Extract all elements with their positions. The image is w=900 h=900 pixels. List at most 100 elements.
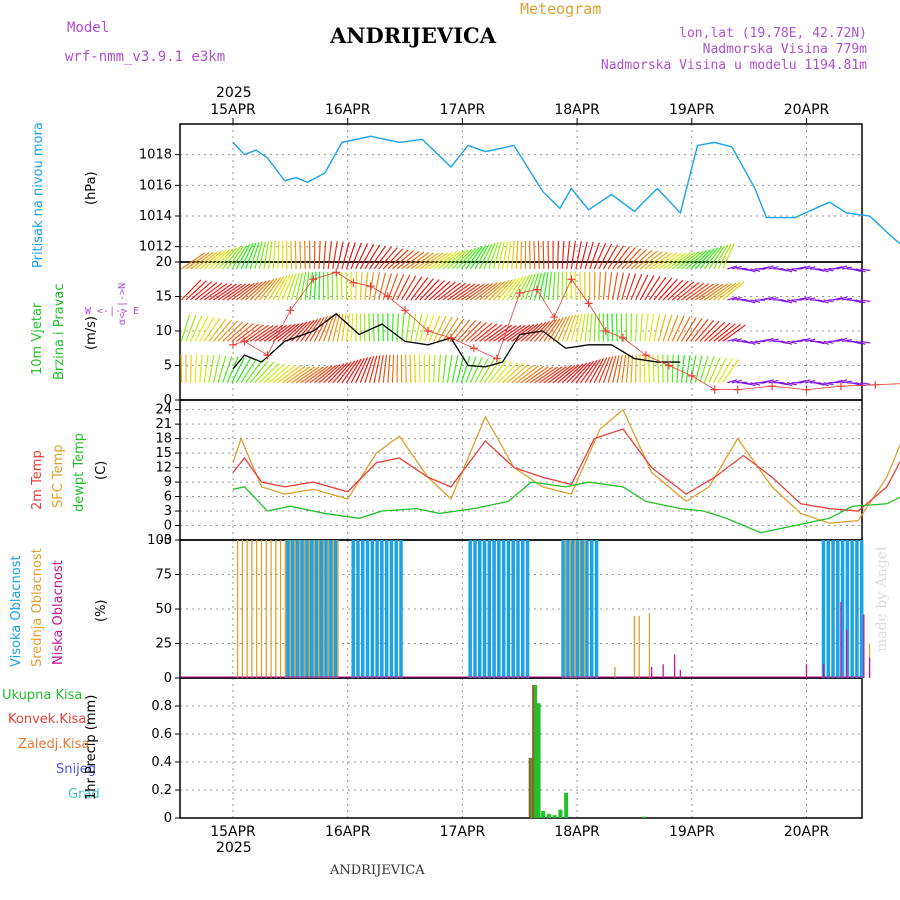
cloud-bar-high [566,540,570,678]
wind-barb [680,354,685,383]
wind-barb [359,243,375,270]
wind-barb [731,265,742,270]
cloud-bar-high [497,540,501,678]
wind-barb [837,379,848,384]
wind-barb [731,338,742,342]
wind-barb [437,251,461,270]
wind-barb [290,272,300,301]
wind-barb [387,354,391,383]
wind-barb [437,282,461,301]
wind-barb [589,358,605,384]
wind-barb [575,313,583,342]
temperature-ytick-label: 21 [155,417,172,432]
wind-barb [213,283,237,301]
wind-barb [713,357,727,384]
cloud-bar-high [580,540,584,678]
wind-ytick-label: 20 [155,255,172,270]
wind-barb [470,282,494,301]
wind-barb [584,241,594,270]
wind-barb [763,296,774,301]
cloud-bar-high [831,540,835,678]
wind-barb [483,324,508,342]
wind-barb [823,268,834,272]
wind-barb [492,241,502,270]
wind-barb [584,358,601,384]
wind-barb [299,240,302,269]
wind-barb [309,272,313,301]
wind-barb [369,245,387,270]
wind-barb [557,315,571,342]
wind-barb [525,366,549,384]
wind-barb [690,249,712,270]
wind-barb [561,240,565,269]
wind-barb [731,379,742,384]
wind-barb [185,280,207,301]
wind-barb [373,272,380,301]
wind-barb [286,321,308,342]
wind-barb [598,356,611,383]
wind-barb [180,279,202,301]
precip-legend-frozen: Zaledj.Kisa [18,737,90,752]
wind-barb [245,359,263,384]
wind-barb [635,274,649,301]
wind-barb [235,243,251,270]
wind-barb [245,242,257,270]
wind-barb [419,252,444,270]
wind-barb [410,277,429,301]
wind-barb [823,382,834,386]
wind-barb [272,323,296,342]
day-label-bottom: 18APR [554,824,600,840]
cloud-bar-high [840,540,845,678]
precip-ytick-label: 0.6 [151,727,172,742]
wind-gust-marker [836,382,845,391]
wind-barb [561,363,584,384]
elevation-label: Nadmorska Visina 779m [702,42,867,57]
wind-barb [855,299,866,304]
wind-barb [460,355,471,383]
wind-barb [309,316,325,342]
wind-barb [750,382,761,386]
wind-barb [832,379,843,384]
cloud-bar-high [826,540,830,678]
cloud-bar-high [850,540,854,678]
wind-barb [621,354,627,383]
wind-barb [222,246,241,270]
pressure-ytick-label: 1016 [139,178,172,193]
wind-barb [667,315,679,342]
wind-barb [552,364,576,384]
temperature-ytick-label: 0 [164,519,172,534]
wind-barb [520,240,523,269]
precip-frame [179,677,863,819]
day-label-bottom: 20APR [784,824,830,840]
wind-barb [639,275,655,301]
wind-barb [332,241,338,269]
wind-barb [722,359,739,384]
wind-barb [511,240,515,269]
wind-barb [194,354,198,383]
wind-gust-marker [263,351,272,360]
wind-barb [841,266,853,270]
wind-barb [506,324,531,342]
wind-barb [566,240,571,269]
wind-barb [350,357,366,384]
wind-barb [575,241,582,270]
wind-barb [768,297,779,301]
wind-barb [814,340,825,345]
wind-barb [681,282,705,301]
cloud-bar-high [365,540,370,678]
wind-barb [318,271,321,300]
cloud-bar-high [394,540,398,678]
wind-barb [800,265,811,270]
wind-barb [837,265,848,270]
wind-barb [331,271,334,300]
wind-barb [258,241,266,270]
wind-barb [240,243,254,270]
wind-barb [501,241,509,270]
wind-barb [327,241,332,269]
wind-barb [704,321,726,342]
wind-barb [423,314,435,342]
wind-barb [805,297,816,301]
wind-barb [359,356,372,383]
pressure-panel: 1012 1014 1016 1018 [139,123,863,263]
